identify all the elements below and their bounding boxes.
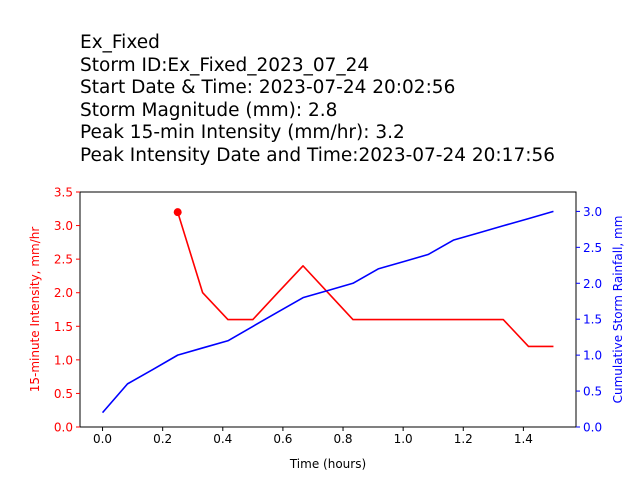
x-tick-label: 0.4 bbox=[213, 432, 232, 446]
y-right-tick-label: 2.5 bbox=[583, 241, 602, 255]
y-right-tick-label: 1.5 bbox=[583, 313, 602, 327]
y-left-tick-label: 1.5 bbox=[54, 320, 73, 334]
x-tick-label: 0.2 bbox=[153, 432, 172, 446]
y-right-tick-label: 0.0 bbox=[583, 421, 602, 435]
y-left-tick-label: 3.0 bbox=[54, 219, 73, 233]
y-right-tick-label: 3.0 bbox=[583, 205, 602, 219]
x-tick-label: 1.0 bbox=[394, 432, 413, 446]
title-line-peak-time: Peak Intensity Date and Time:2023-07-24 … bbox=[80, 144, 555, 166]
y-left-tick-label: 1.0 bbox=[54, 353, 73, 367]
y-left-tick-label: 2.5 bbox=[54, 253, 73, 267]
y-right-tick-label: 1.0 bbox=[583, 349, 602, 363]
chart-marks bbox=[101, 208, 554, 414]
y-axis-label-right: Cumulative Storm Rainfall, mm bbox=[611, 216, 625, 404]
y-axis-label-left: 15-minute Intensity, mm/hr bbox=[28, 227, 42, 393]
plot-frame bbox=[79, 191, 577, 428]
peak-intensity-marker bbox=[173, 208, 182, 217]
intensity-line bbox=[176, 211, 554, 348]
title-line-name: Ex_Fixed bbox=[80, 32, 160, 53]
x-axis-label: Time (hours) bbox=[289, 457, 366, 471]
y-left-tick-label: 3.5 bbox=[54, 186, 73, 200]
y-right-tick-label: 0.5 bbox=[583, 385, 602, 399]
y-left-tick-label: 0.0 bbox=[54, 421, 73, 435]
y-left-tick-label: 0.5 bbox=[54, 387, 73, 401]
x-tick-label: 0.8 bbox=[333, 432, 352, 446]
x-tick-label: 0.6 bbox=[273, 432, 292, 446]
title-line-storm-id: Storm ID:Ex_Fixed_2023_07_24 bbox=[80, 54, 370, 76]
title-line-start: Start Date & Time: 2023-07-24 20:02:56 bbox=[80, 77, 456, 99]
y-right-tick-label: 2.0 bbox=[583, 277, 602, 291]
chart-axes: 0.0 0.2 0.4 0.6 0.8 1.0 1.2 1.4 0.0 0.5 1.0 1.5 2.0 2… bbox=[54, 186, 602, 447]
title-line-magnitude: Storm Magnitude (mm): 2.8 bbox=[80, 99, 338, 121]
chart-title-block: Ex_Fixed Storm ID:Ex_Fixed_2023_07_24 St… bbox=[80, 32, 630, 168]
x-tick-label: 1.2 bbox=[454, 432, 473, 446]
title-line-peak-intensity: Peak 15-min Intensity (mm/hr): 3.2 bbox=[80, 122, 405, 144]
y-left-tick-label: 2.0 bbox=[54, 286, 73, 300]
x-tick-label: 0.0 bbox=[93, 432, 112, 446]
cumulative-rainfall-line bbox=[101, 210, 554, 414]
x-tick-label: 1.4 bbox=[514, 432, 533, 446]
